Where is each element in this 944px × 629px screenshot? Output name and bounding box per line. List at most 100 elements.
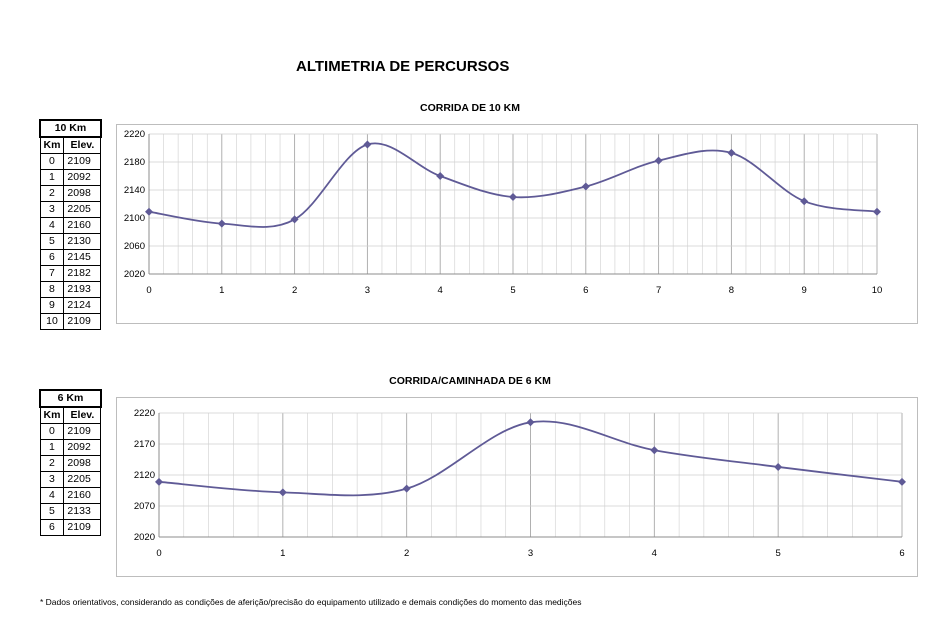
km-cell: 3 <box>39 201 65 218</box>
elevation-cell: 2098 <box>63 455 102 472</box>
x-tick-label: 6 <box>899 548 904 559</box>
y-tick-label: 2140 <box>124 185 145 196</box>
y-tick-label: 2170 <box>134 439 155 450</box>
chart-6km: 2020 2070 2120 2170 2220 0 1 2 3 4 5 6 <box>134 408 906 559</box>
x-tick-label: 2 <box>404 548 409 559</box>
elevation-cell: 2133 <box>63 503 102 520</box>
table-row: 7 2182 <box>39 265 102 282</box>
y-tick-label: 2220 <box>124 129 145 140</box>
y-tick-label: 2020 <box>124 269 145 280</box>
y-tick-label: 2100 <box>124 213 145 224</box>
column-header-elevation: Elev. <box>63 406 102 424</box>
x-tick-label: 7 <box>656 285 661 296</box>
x-tick-label: 3 <box>528 548 533 559</box>
data-point-marker <box>581 182 590 191</box>
data-point-marker <box>217 219 226 228</box>
x-tick-label: 1 <box>219 285 224 296</box>
table-row: 9 2124 <box>39 297 102 314</box>
chart-area-6km: 2020 2070 2120 2170 2220 0 1 2 3 4 5 6 <box>116 397 918 577</box>
column-header-km: Km <box>39 136 65 154</box>
table-row: 6 2145 <box>39 249 102 266</box>
elevation-cell: 2109 <box>63 153 102 170</box>
elevation-cell: 2182 <box>63 265 102 282</box>
elevation-cell: 2124 <box>63 297 102 314</box>
table-row: 4 2160 <box>39 487 102 504</box>
x-tick-label: 5 <box>510 285 515 296</box>
x-tick-label: 0 <box>156 548 161 559</box>
data-point-marker <box>155 477 163 486</box>
data-point-marker <box>436 172 445 180</box>
table-row: 5 2133 <box>39 503 102 520</box>
table-row: 1 2092 <box>39 439 102 456</box>
data-point-marker <box>727 148 736 157</box>
y-tick-label: 2120 <box>134 470 155 481</box>
y-tick-label: 2060 <box>124 241 145 252</box>
km-cell: 4 <box>39 487 65 504</box>
data-point-marker <box>278 488 287 497</box>
table-row: 2 2098 <box>39 455 102 472</box>
km-cell: 4 <box>39 217 65 234</box>
x-tick-label: 1 <box>280 548 285 559</box>
x-tick-label: 3 <box>365 285 370 296</box>
elevation-cell: 2130 <box>63 233 102 250</box>
table-title: 10 Km <box>39 119 102 138</box>
x-tick-label: 8 <box>729 285 734 296</box>
km-cell: 5 <box>39 503 65 520</box>
elevation-cell: 2109 <box>63 423 102 440</box>
km-cell: 10 <box>39 313 65 330</box>
km-cell: 6 <box>39 249 65 266</box>
data-point-marker <box>509 193 517 201</box>
table-row: 1 2092 <box>39 169 102 186</box>
km-cell: 8 <box>39 281 65 298</box>
column-header-elevation: Elev. <box>63 136 102 154</box>
data-point-marker <box>290 215 299 224</box>
table-row: 3 2205 <box>39 201 102 218</box>
data-point-marker <box>145 207 153 216</box>
data-point-marker <box>526 418 535 427</box>
x-tick-label: 6 <box>583 285 588 296</box>
elevation-cell: 2205 <box>63 201 102 218</box>
y-tick-label: 2020 <box>134 532 155 543</box>
km-cell: 2 <box>39 455 65 472</box>
elevation-cell: 2145 <box>63 249 102 266</box>
km-cell: 5 <box>39 233 65 250</box>
elevation-cell: 2205 <box>63 471 102 488</box>
table-row: 4 2160 <box>39 217 102 234</box>
elevation-cell: 2160 <box>63 487 102 504</box>
chart-area-10km: 2020 2060 2100 2140 2180 2220 0 1 2 3 4 5 6 7 8 9 10 <box>116 124 918 324</box>
table-row: 10 2109 <box>39 313 102 330</box>
data-point-marker <box>800 197 809 206</box>
column-header-km: Km <box>39 406 65 424</box>
footnote: * Dados orientativos, considerando as co… <box>40 597 582 607</box>
x-tick-label: 4 <box>438 285 443 296</box>
km-cell: 6 <box>39 519 65 536</box>
elevation-cell: 2193 <box>63 281 102 298</box>
x-tick-label: 0 <box>146 285 151 296</box>
y-tick-label: 2220 <box>134 408 155 419</box>
data-point-marker <box>650 446 659 455</box>
table-title: 6 Km <box>39 389 102 408</box>
km-cell: 2 <box>39 185 65 202</box>
table-row: 5 2130 <box>39 233 102 250</box>
x-tick-label: 5 <box>776 548 781 559</box>
elevation-table-10km: 10 Km Km Elev. 0 2109 1 2092 2 2098 3 2205 4 2160… <box>39 119 102 330</box>
elevation-cell: 2098 <box>63 185 102 202</box>
chart-title-10km: CORRIDA DE 10 KM <box>420 102 520 114</box>
elevation-cell: 2109 <box>63 313 102 330</box>
data-point-marker <box>363 140 372 149</box>
x-tick-label: 9 <box>802 285 807 296</box>
km-cell: 0 <box>39 423 65 440</box>
table-row: 2 2098 <box>39 185 102 202</box>
data-point-marker <box>873 207 881 216</box>
data-point-marker <box>654 156 663 165</box>
page-title: ALTIMETRIA DE PERCURSOS <box>296 58 510 75</box>
elevation-table-6km: 6 Km Km Elev. 0 2109 1 2092 2 2098 3 2205 4 2160 5… <box>39 389 102 536</box>
km-cell: 3 <box>39 471 65 488</box>
elevation-cell: 2092 <box>63 439 102 456</box>
y-tick-label: 2070 <box>134 501 155 512</box>
data-point-marker <box>898 477 906 486</box>
data-point-marker <box>774 462 783 471</box>
table-row: 6 2109 <box>39 519 102 536</box>
x-tick-label: 10 <box>872 285 883 296</box>
chart-title-6km: CORRIDA/CAMINHADA DE 6 KM <box>389 375 551 387</box>
